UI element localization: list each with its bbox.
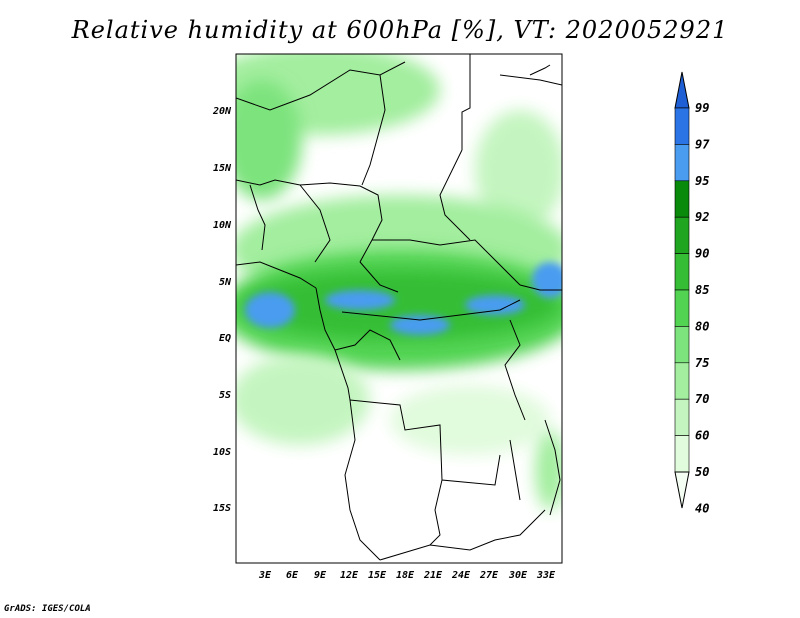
credit-label: GrADS: IGES/COLA (4, 604, 91, 614)
colorbar-segment (674, 107, 690, 145)
lon-tick-label: 15E (368, 570, 387, 581)
lon-tick-label: 24E (451, 570, 471, 581)
colorbar-segment (674, 144, 690, 182)
colorbar-segment (674, 435, 690, 473)
humidity-max-east (465, 295, 525, 315)
colorbar-label: 85 (695, 283, 709, 297)
lon-axis: 3E 6E 9E 12E 15E 18E 21E 24E 27E 30E 33E (258, 570, 556, 581)
colorbar: 99 97 95 92 90 85 80 75 70 60 50 40 (674, 71, 710, 515)
lat-tick-label: 15N (213, 163, 232, 174)
humidity-south-patch (236, 355, 370, 445)
lon-tick-label: 33E (536, 570, 556, 581)
lon-tick-label: 6E (286, 570, 299, 581)
humidity-west-coast (236, 80, 302, 200)
humidity-field (236, 54, 562, 510)
colorbar-label: 99 (695, 101, 709, 115)
humidity-max-far-east (532, 262, 562, 298)
map-area (236, 54, 562, 563)
colorbar-segment (674, 253, 690, 291)
lat-tick-label: 20N (212, 106, 232, 117)
colorbar-segment (674, 362, 690, 400)
colorbar-segment (674, 216, 690, 254)
lon-tick-label: 30E (508, 570, 528, 581)
lat-tick-label: 10S (213, 447, 231, 458)
humidity-lake-patch (535, 430, 562, 510)
lon-tick-label: 18E (396, 570, 415, 581)
colorbar-label: 90 (695, 247, 709, 261)
colorbar-label: 70 (695, 392, 709, 406)
colorbar-label: 95 (695, 174, 709, 188)
colorbar-label: 50 (695, 465, 709, 479)
humidity-east-patch (475, 110, 562, 230)
colorbar-label: 80 (695, 319, 709, 333)
colorbar-segment (674, 326, 690, 364)
lon-tick-label: 12E (340, 570, 359, 581)
lat-tick-label: 5S (219, 390, 231, 401)
chart-title: Relative humidity at 600hPa [%], VT: 202… (71, 16, 729, 44)
lon-tick-label: 21E (423, 570, 443, 581)
lat-axis: 20N 15N 10N 5N EQ 5S 10S 15S (212, 106, 232, 514)
humidity-max-congo (390, 315, 450, 335)
humidity-max-central (325, 290, 395, 310)
humidity-core-band (240, 270, 560, 340)
colorbar-label: 92 (695, 210, 709, 224)
map-frame (235, 53, 563, 564)
colorbar-label: 75 (695, 356, 709, 370)
lat-tick-label: 15S (213, 503, 231, 514)
country-borders (236, 54, 562, 561)
colorbar-bottom-arrow (674, 471, 690, 509)
colorbar-label: 60 (695, 429, 709, 443)
lat-tick-label: 10N (213, 220, 232, 231)
colorbar-segment (674, 289, 690, 327)
colorbar-label: 97 (695, 137, 710, 151)
colorbar-segment (674, 180, 690, 218)
lat-tick-label: EQ (219, 333, 231, 344)
lon-tick-label: 27E (479, 570, 499, 581)
colorbar-segment (674, 398, 690, 436)
colorbar-top-arrow (674, 71, 690, 109)
humidity-southeast-patch (390, 385, 550, 455)
lon-tick-label: 3E (258, 570, 272, 581)
lat-tick-label: 5N (219, 277, 232, 288)
humidity-max-west (245, 292, 295, 328)
lon-tick-label: 9E (314, 570, 327, 581)
colorbar-label: 40 (695, 501, 709, 515)
